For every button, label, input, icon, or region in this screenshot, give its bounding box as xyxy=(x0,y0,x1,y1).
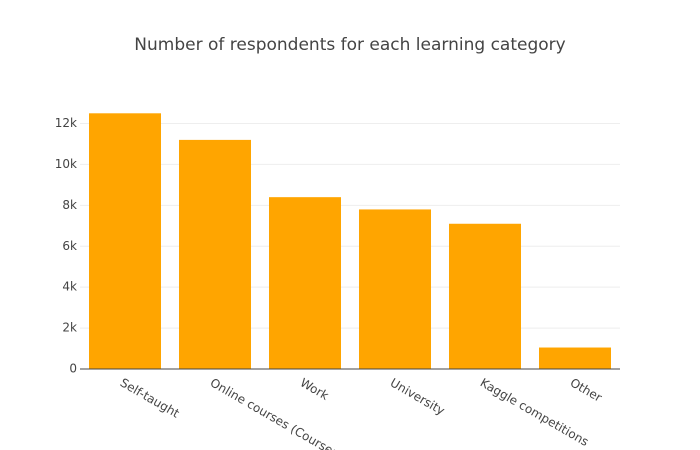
y-tick-label: 6k xyxy=(62,239,77,253)
bar xyxy=(89,113,161,370)
bar xyxy=(179,139,251,369)
y-tick-label: 8k xyxy=(62,198,77,212)
bar xyxy=(269,197,341,369)
bar xyxy=(359,209,431,369)
y-tick-label: 10k xyxy=(55,157,77,171)
y-tick-label: 12k xyxy=(55,116,77,130)
y-tick-label: 4k xyxy=(62,280,77,294)
y-tick-label: 0 xyxy=(69,362,77,376)
chart-title: Number of respondents for each learning … xyxy=(134,35,565,55)
bar xyxy=(449,223,521,369)
y-tick-label: 2k xyxy=(62,321,77,335)
bar xyxy=(539,347,611,369)
